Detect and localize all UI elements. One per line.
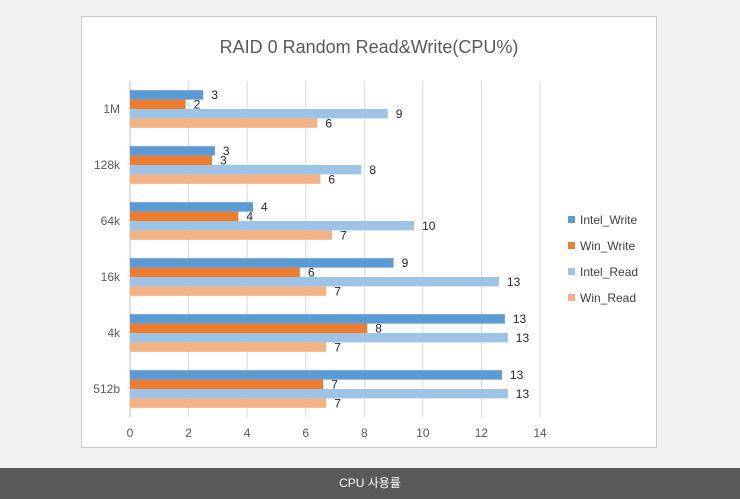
x-tick-label: 2 (185, 426, 192, 440)
category-label: 4k (107, 326, 121, 340)
data-label: 4 (261, 200, 268, 214)
bar (130, 333, 508, 343)
bar (130, 277, 499, 287)
data-label: 6 (308, 266, 315, 280)
data-label: 13 (507, 275, 521, 289)
data-label: 7 (331, 378, 338, 392)
bar (130, 314, 505, 324)
data-label: 13 (516, 331, 530, 345)
data-label: 7 (334, 284, 341, 298)
x-tick-label: 4 (244, 426, 251, 440)
bar (130, 398, 327, 408)
x-tick-label: 14 (533, 426, 547, 440)
x-tick-label: 8 (361, 426, 368, 440)
legend-swatch (568, 242, 575, 249)
data-label: 7 (340, 228, 347, 242)
bar (130, 370, 502, 380)
data-label: 3 (220, 154, 227, 168)
category-label: 512b (93, 382, 120, 396)
bar (130, 90, 204, 100)
bar (130, 379, 324, 389)
bar (130, 155, 212, 165)
bar (130, 258, 394, 268)
image-caption: CPU 사용률 (0, 468, 740, 499)
bar (130, 118, 318, 128)
data-label: 8 (369, 163, 376, 177)
legend-label: Intel_Write (580, 213, 637, 227)
legend-label: Win_Read (580, 291, 636, 305)
data-label: 9 (396, 107, 403, 121)
category-label: 64k (101, 214, 121, 228)
data-label: 7 (334, 396, 341, 410)
legend-swatch (568, 216, 575, 223)
category-label: 128k (94, 158, 121, 172)
category-label: 16k (101, 270, 121, 284)
bar (130, 286, 327, 296)
data-label: 4 (246, 210, 253, 224)
chart-frame: RAID 0 Random Read&Write(CPU%) 0 2 4 6 8 10 12… (81, 16, 657, 448)
data-label: 13 (516, 387, 530, 401)
x-tick-label: 0 (127, 426, 134, 440)
data-label: 13 (510, 368, 524, 382)
bar (130, 323, 368, 333)
x-tick-label: 12 (475, 426, 489, 440)
data-label: 3 (211, 88, 218, 102)
legend-swatch (568, 294, 575, 301)
data-label: 7 (334, 340, 341, 354)
category-label: 1M (103, 102, 120, 116)
bar (130, 389, 508, 399)
data-label: 10 (422, 219, 436, 233)
data-label: 6 (325, 116, 332, 130)
legend-swatch (568, 268, 575, 275)
bar (130, 165, 362, 175)
bar (130, 99, 186, 109)
data-label: 13 (513, 312, 527, 326)
legend-label: Intel_Read (580, 265, 638, 279)
legend-label: Win_Write (580, 239, 635, 253)
data-label: 2 (194, 98, 201, 112)
bar (130, 174, 321, 184)
bar (130, 109, 388, 119)
data-label: 6 (328, 172, 335, 186)
bar (130, 342, 327, 352)
bar (130, 146, 215, 156)
data-label: 9 (402, 256, 409, 270)
bar (130, 202, 253, 212)
data-label: 8 (375, 322, 382, 336)
bar (130, 211, 239, 221)
x-tick-label: 6 (302, 426, 309, 440)
x-tick-label: 10 (416, 426, 430, 440)
bar (130, 221, 415, 231)
data-label: 3 (223, 144, 230, 158)
bar (130, 267, 300, 277)
bar-chart: 0 2 4 6 8 10 12 141M3296128k338664k4410716k9613… (93, 81, 638, 440)
bar (130, 230, 333, 240)
chart-title: RAID 0 Random Read&Write(CPU%) (219, 37, 519, 57)
